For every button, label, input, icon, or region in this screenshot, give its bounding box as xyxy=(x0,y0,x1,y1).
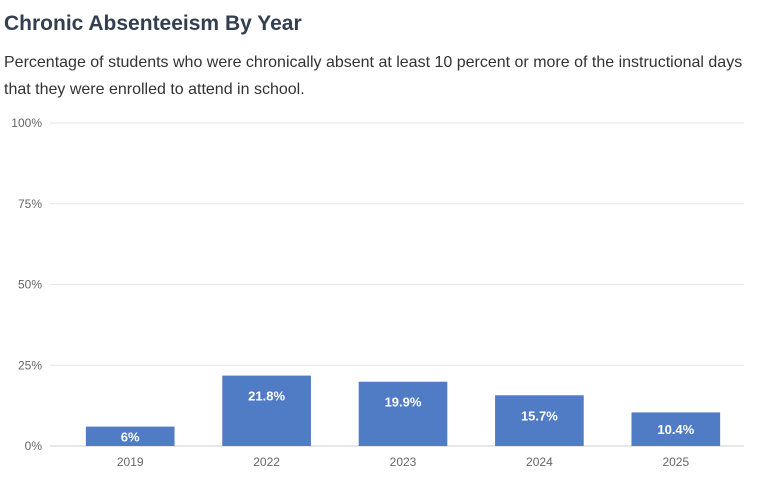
bar-value-label: 6% xyxy=(121,429,140,444)
chart-subtitle: Percentage of students who were chronica… xyxy=(4,54,743,98)
bar-2023 xyxy=(358,381,448,446)
bar-2022 xyxy=(222,375,311,446)
chart-title: Chronic Absenteeism By Year xyxy=(4,12,302,35)
y-tick-label: 100% xyxy=(11,116,42,130)
bar-value-label: 10.4% xyxy=(657,422,694,437)
y-tick-label: 0% xyxy=(25,439,43,453)
x-tick-label: 2022 xyxy=(253,455,280,469)
x-tick-label: 2025 xyxy=(662,455,689,469)
bar-value-label: 15.7% xyxy=(521,408,558,423)
bar-2025 xyxy=(631,412,721,446)
y-tick-label: 75% xyxy=(18,197,42,211)
x-tick-label: 2023 xyxy=(390,455,417,469)
bar-value-label: 19.9% xyxy=(385,395,422,410)
y-axis-ticks: 0% 25% 50% 75% 100% xyxy=(11,116,42,453)
x-tick-label: 2024 xyxy=(526,455,553,469)
bar-2024 xyxy=(495,395,584,446)
bars xyxy=(85,375,721,446)
y-tick-label: 50% xyxy=(18,278,42,292)
x-axis-ticks: 2019 2022 2023 2024 2025 xyxy=(117,455,690,469)
bar-labels: 6% 21.8% 19.9% 15.7% 10.4% xyxy=(121,389,695,445)
bar-value-label: 21.8% xyxy=(248,389,285,404)
bar-2019 xyxy=(85,426,175,446)
x-tick-label: 2019 xyxy=(117,455,144,469)
y-tick-label: 25% xyxy=(18,358,42,372)
